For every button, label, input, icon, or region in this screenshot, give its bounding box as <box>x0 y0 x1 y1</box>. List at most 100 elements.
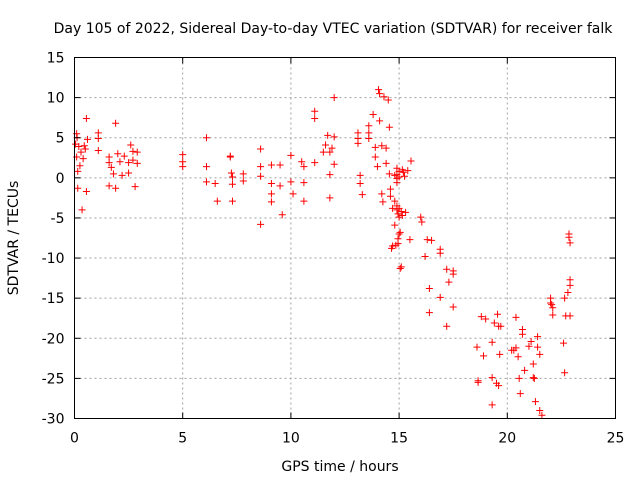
data-point <box>228 173 236 181</box>
x-tick-label: 20 <box>498 431 516 447</box>
y-tick-label: -20 <box>42 331 65 347</box>
data-point <box>378 190 386 198</box>
data-point <box>82 114 90 122</box>
data-point <box>133 148 141 156</box>
data-point <box>326 148 334 156</box>
data-point <box>512 313 520 321</box>
data-point <box>494 310 502 318</box>
data-point <box>425 285 433 293</box>
y-tick-label: -15 <box>42 291 65 307</box>
y-tick-label: -10 <box>42 251 65 267</box>
data-point <box>203 163 211 171</box>
data-point <box>395 173 403 181</box>
x-tick-label: 5 <box>178 431 187 447</box>
data-point <box>365 135 373 143</box>
data-point <box>482 315 490 323</box>
data-point <box>80 142 88 150</box>
data-point <box>379 198 387 206</box>
data-point <box>112 184 120 192</box>
y-tick-label: -25 <box>42 371 65 387</box>
data-point <box>384 96 392 104</box>
data-point <box>300 179 308 187</box>
data-point <box>538 411 546 419</box>
data-point <box>515 374 523 382</box>
data-point <box>373 163 381 171</box>
data-point <box>127 141 135 149</box>
data-point <box>488 401 496 409</box>
data-point <box>385 123 393 131</box>
data-point <box>267 161 275 169</box>
data-point <box>378 142 386 150</box>
data-point <box>267 190 275 198</box>
data-point <box>179 163 187 171</box>
data-point <box>530 374 538 382</box>
data-point <box>561 294 569 302</box>
data-point <box>257 145 265 153</box>
y-tick-label: 5 <box>56 131 65 147</box>
data-point <box>94 147 102 155</box>
data-point <box>300 163 308 171</box>
data-point <box>386 192 394 200</box>
y-tick-label: 0 <box>56 171 65 187</box>
data-point <box>120 152 128 160</box>
data-point <box>211 179 219 187</box>
data-point <box>322 141 330 149</box>
data-point <box>74 184 82 192</box>
data-point <box>375 86 383 94</box>
data-point <box>393 179 401 187</box>
data-point <box>531 398 539 406</box>
data-point <box>354 139 362 147</box>
data-point <box>534 333 542 341</box>
data-point <box>512 344 520 352</box>
data-point <box>527 337 535 345</box>
data-point <box>521 366 529 374</box>
data-point <box>536 350 544 358</box>
data-point <box>330 133 338 141</box>
data-point <box>311 159 319 167</box>
data-point <box>369 110 377 118</box>
data-point <box>407 157 415 165</box>
data-point <box>417 213 425 221</box>
data-point <box>83 135 91 143</box>
data-point <box>477 313 485 321</box>
data-point <box>396 228 404 236</box>
data-point <box>376 117 384 125</box>
data-point <box>125 169 133 177</box>
data-point <box>449 303 457 311</box>
data-point <box>300 197 308 205</box>
data-point <box>496 350 504 358</box>
data-point <box>386 185 394 193</box>
data-point <box>76 162 84 170</box>
data-point <box>118 171 126 179</box>
data-point <box>125 159 133 167</box>
data-point <box>391 197 399 205</box>
data-point <box>82 187 90 195</box>
data-point <box>389 242 397 250</box>
data-point <box>525 342 533 350</box>
data-point <box>75 143 83 151</box>
axis-ticks: 0 5 10 15 20 25 -30 -25 -20 -15 -10 -5 0 5 10 15 <box>42 51 625 447</box>
data-point <box>396 264 404 272</box>
data-point <box>399 168 407 176</box>
data-point <box>514 353 522 361</box>
data-point <box>479 352 487 360</box>
data-point <box>228 197 236 205</box>
data-point <box>376 90 384 98</box>
data-point <box>421 252 429 260</box>
data-point <box>423 236 431 244</box>
data-point <box>389 204 397 212</box>
data-point <box>473 343 481 351</box>
data-point <box>74 167 82 175</box>
data-point <box>380 93 388 101</box>
data-point <box>490 319 498 327</box>
data-point <box>129 147 137 155</box>
data-point <box>566 281 574 289</box>
data-point <box>382 159 390 167</box>
data-point <box>330 94 338 102</box>
y-axis-label: SDTVAR / TECUs <box>6 181 22 296</box>
data-point <box>395 213 403 221</box>
data-point <box>311 107 319 115</box>
y-tick-label: 15 <box>47 51 65 67</box>
data-point <box>105 159 113 167</box>
data-point <box>133 159 141 167</box>
